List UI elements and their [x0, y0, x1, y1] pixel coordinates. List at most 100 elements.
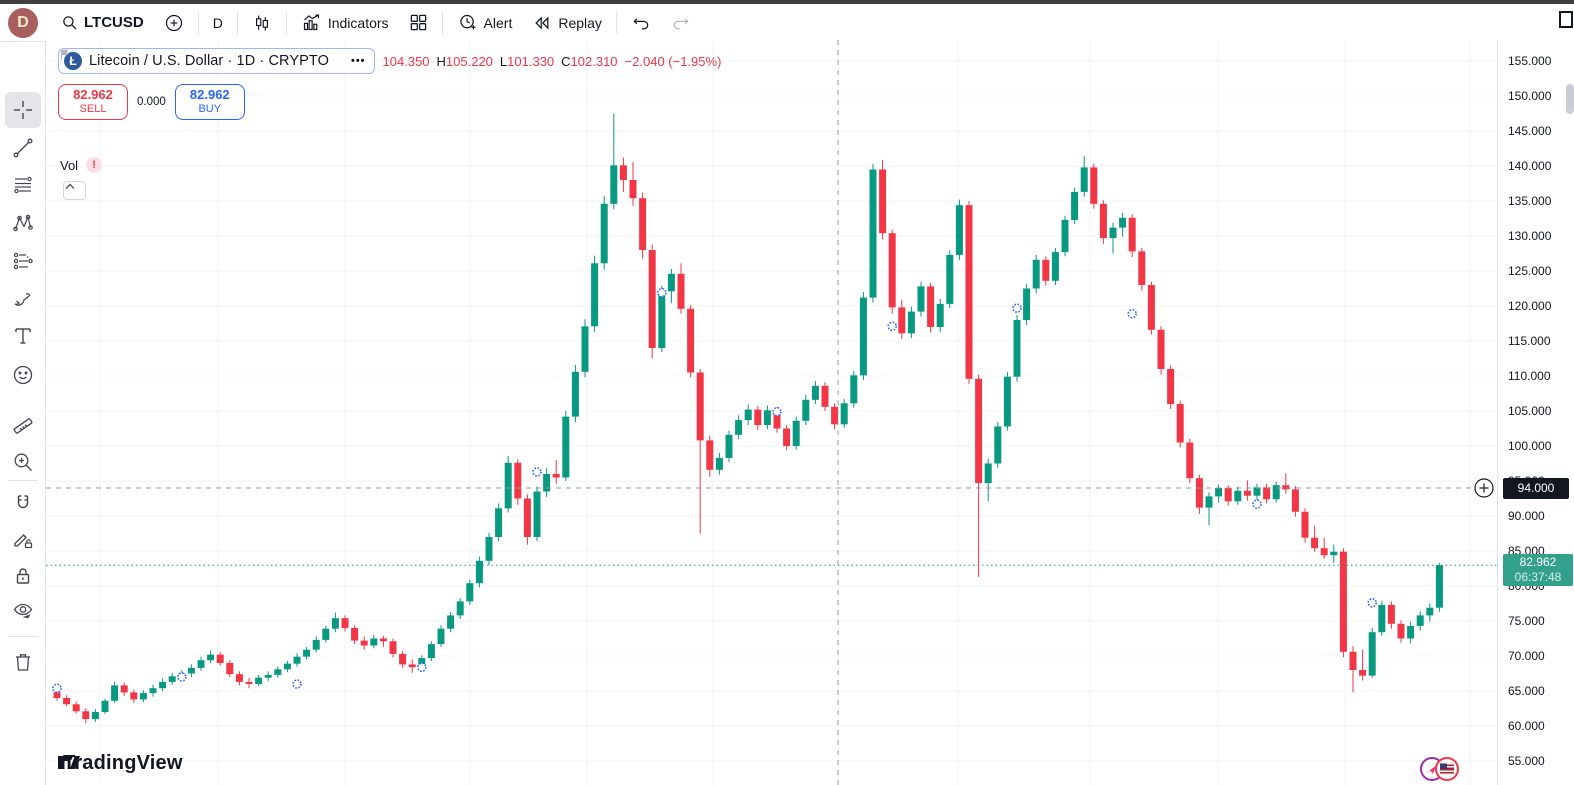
event-marker[interactable]: [532, 467, 542, 477]
candle-body: [936, 303, 944, 327]
add-symbol-button[interactable]: [154, 4, 194, 42]
price-axis[interactable]: 94.000 82.962 06:37:48 155.000 150.000 145…: [1497, 40, 1574, 785]
crosshair-tool[interactable]: [5, 92, 41, 128]
candle-body: [399, 653, 407, 665]
alert-clock-icon: [457, 12, 478, 33]
price-tick: 90.000: [1508, 509, 1545, 523]
hide-drawings-tool[interactable]: [5, 593, 41, 629]
candle-body: [456, 601, 464, 616]
candle-body: [888, 233, 896, 308]
symbol-search[interactable]: LTCUSD: [51, 4, 154, 42]
pattern-tool[interactable]: [5, 205, 41, 241]
magnet-tool[interactable]: [5, 486, 41, 522]
volume-indicator-row[interactable]: Vol !: [60, 157, 103, 173]
candle-body: [111, 685, 119, 701]
candle-body: [1071, 191, 1079, 220]
user-avatar[interactable]: D: [8, 7, 38, 38]
candle-body: [1119, 217, 1127, 228]
candlestick-style-icon: [252, 13, 272, 33]
event-marker[interactable]: [1252, 499, 1262, 509]
candle-body: [495, 508, 503, 537]
candle-body: [725, 434, 733, 458]
candle-body: [255, 677, 263, 684]
candle-body: [754, 409, 762, 425]
layout-grid-button[interactable]: [399, 4, 438, 42]
candle-body: [1311, 537, 1319, 549]
undo-icon: [631, 13, 651, 33]
window-control-icon[interactable]: [1559, 11, 1573, 28]
candle-body: [552, 474, 560, 478]
zoom-in-tool[interactable]: [5, 444, 41, 480]
collapse-panel-button[interactable]: [63, 181, 86, 200]
low-value: 101.330: [507, 53, 555, 69]
candle-body: [1109, 227, 1117, 239]
indicators-button[interactable]: Indicators: [291, 4, 399, 42]
drawing-mode-lock-tool[interactable]: [5, 521, 41, 557]
legend-more-button[interactable]: •••: [350, 55, 366, 67]
chart-canvas[interactable]: Ł Litecoin / U.S. Dollar · 1D · CRYPTO •…: [46, 40, 1497, 785]
warning-icon[interactable]: !: [86, 157, 103, 173]
text-tool[interactable]: [5, 318, 41, 354]
alert-button[interactable]: Alert: [447, 4, 523, 42]
event-marker[interactable]: [52, 683, 62, 694]
event-marker[interactable]: [1127, 308, 1137, 319]
candle-body: [677, 273, 685, 309]
corner-badges[interactable]: [1416, 754, 1466, 784]
emoji-tool[interactable]: [5, 357, 41, 393]
candle-body: [600, 203, 608, 264]
candle-body: [418, 658, 426, 668]
undo-button[interactable]: [621, 4, 661, 42]
chart-style-button[interactable]: [242, 4, 282, 42]
replay-button[interactable]: Replay: [522, 4, 612, 42]
redo-button[interactable]: [661, 4, 701, 42]
candle-body: [504, 462, 512, 509]
candle-body: [946, 254, 954, 304]
event-marker[interactable]: [292, 679, 302, 689]
candle-body: [475, 560, 483, 584]
candle-body: [994, 426, 1002, 464]
lock-all-drawings-tool[interactable]: [5, 558, 41, 594]
buy-button[interactable]: 82.962 BUY: [174, 84, 245, 120]
event-marker[interactable]: [772, 406, 782, 417]
brush-tool[interactable]: [5, 280, 41, 316]
event-marker[interactable]: [177, 672, 187, 682]
candle-body: [1378, 604, 1386, 633]
legend-symbol-pill[interactable]: Ł Litecoin / U.S. Dollar · 1D · CRYPTO •…: [58, 48, 375, 74]
buy-label: BUY: [198, 103, 222, 116]
last-price-label: 82.962 06:37:48: [1503, 554, 1573, 587]
candle-body: [840, 403, 848, 425]
trend-line-tool[interactable]: [5, 130, 41, 166]
tradingview-attribution[interactable]: TradingView: [56, 752, 183, 775]
event-marker[interactable]: [656, 287, 667, 298]
spread-value: 0.000: [137, 96, 166, 108]
prediction-tool[interactable]: [5, 243, 41, 279]
candle-body: [1051, 252, 1059, 281]
fib-retracement-tool[interactable]: [5, 167, 41, 203]
candle-body: [802, 399, 810, 421]
remove-drawings-tool[interactable]: [5, 644, 41, 680]
candle-body: [619, 165, 627, 180]
event-marker[interactable]: [1367, 597, 1377, 608]
candle-body: [1003, 376, 1011, 427]
candle-body: [72, 704, 80, 712]
event-marker[interactable]: [887, 321, 898, 332]
candle-body: [533, 491, 541, 537]
event-marker[interactable]: [416, 662, 427, 673]
timeframe-button[interactable]: D: [203, 4, 233, 42]
candle-body: [1263, 487, 1271, 500]
price-tick: 145.000: [1508, 124, 1552, 138]
event-marker[interactable]: [1012, 303, 1022, 313]
legend-title: Litecoin / U.S. Dollar · 1D · CRYPTO: [89, 53, 329, 69]
measure-tool[interactable]: [5, 408, 41, 444]
candle-body: [1397, 623, 1405, 639]
candle-body: [792, 420, 800, 446]
candle-body: [1416, 615, 1424, 626]
candle-body: [1234, 490, 1242, 502]
candlestick-chart[interactable]: [46, 40, 1497, 785]
candle-body: [1157, 329, 1165, 369]
scrollbar-thumb[interactable]: [1566, 84, 1574, 114]
sell-button[interactable]: 82.962 SELL: [58, 84, 128, 120]
candle-body: [485, 537, 493, 561]
candle-body: [744, 409, 752, 421]
candle-body: [1339, 551, 1347, 652]
